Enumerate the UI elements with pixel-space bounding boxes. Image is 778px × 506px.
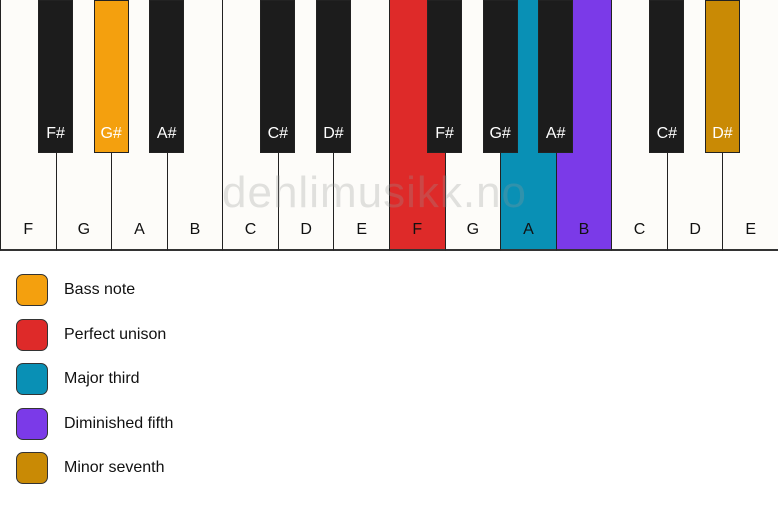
- key-label: E: [745, 221, 757, 238]
- key-label: G#: [489, 125, 511, 142]
- black-key[interactable]: A#: [149, 0, 185, 153]
- key-label: C#: [267, 125, 289, 142]
- key-label: G: [77, 221, 91, 238]
- key-label: D#: [712, 125, 733, 142]
- black-key[interactable]: C#: [649, 0, 685, 153]
- key-label: D: [689, 221, 701, 238]
- legend-item: Perfect unison: [16, 318, 166, 352]
- legend-item: Bass note: [16, 273, 135, 307]
- key-label: B: [189, 221, 201, 238]
- legend-swatch: [16, 274, 48, 306]
- black-key[interactable]: G#: [93, 0, 129, 153]
- key-label: G: [466, 221, 480, 238]
- key-label: C#: [656, 125, 678, 142]
- legend-swatch: [16, 452, 48, 484]
- key-label: A#: [156, 125, 177, 142]
- legend-item: Minor seventh: [16, 451, 165, 485]
- legend-swatch: [16, 318, 48, 351]
- key-label: D#: [323, 125, 344, 142]
- key-label: F: [412, 221, 423, 238]
- black-key[interactable]: F#: [38, 0, 74, 153]
- black-key[interactable]: F#: [427, 0, 463, 153]
- key-label: C: [244, 221, 257, 238]
- key-label: E: [356, 221, 368, 238]
- legend-label: Minor seventh: [64, 459, 165, 476]
- legend-label: Major third: [64, 370, 140, 387]
- piano-keyboard: F G A B C D E F G A B C D E F# G# A# C# D# F# G# A# C# D#: [0, 0, 778, 251]
- legend-swatch: [16, 407, 48, 440]
- key-label: A: [134, 221, 145, 238]
- key-label: F#: [435, 125, 454, 142]
- legend-label: Diminished fifth: [64, 414, 174, 432]
- black-key[interactable]: C#: [260, 0, 296, 153]
- legend-label: Perfect unison: [64, 325, 167, 343]
- black-key[interactable]: D#: [704, 0, 740, 153]
- black-key[interactable]: G#: [482, 0, 518, 153]
- key-label: F#: [46, 125, 65, 142]
- legend-label: Bass note: [64, 281, 136, 298]
- black-key[interactable]: A#: [538, 0, 574, 153]
- legend-item: Major third: [16, 362, 140, 396]
- key-label: A#: [545, 125, 566, 142]
- key-label: G#: [100, 125, 122, 142]
- key-label: F: [23, 221, 34, 238]
- key-label: B: [578, 221, 590, 238]
- legend-item: Diminished fifth: [16, 407, 173, 441]
- key-label: C: [633, 221, 646, 238]
- legend-swatch: [16, 363, 48, 395]
- key-label: A: [523, 221, 534, 238]
- black-key[interactable]: D#: [315, 0, 351, 153]
- key-label: D: [300, 221, 312, 238]
